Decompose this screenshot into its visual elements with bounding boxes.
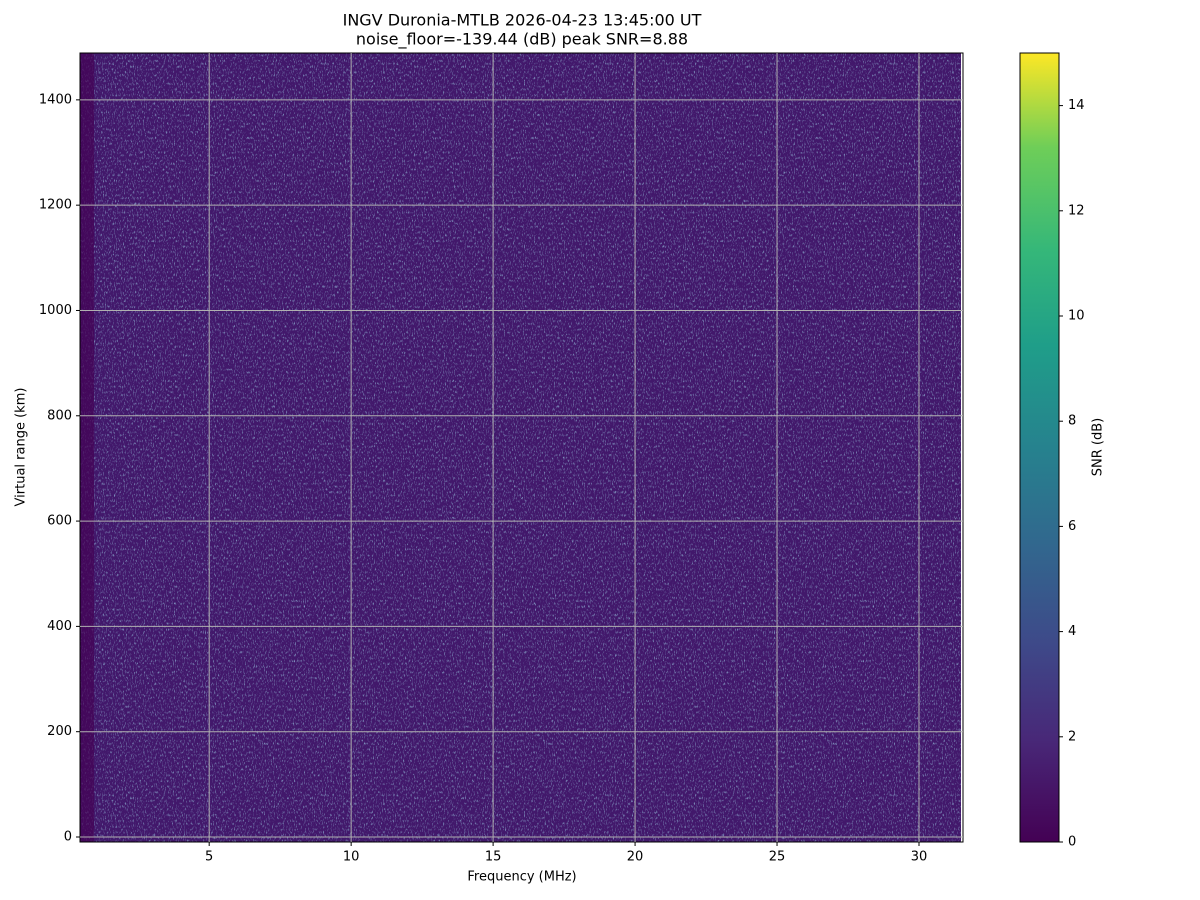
colorbar-tick-label: 12	[1068, 203, 1085, 218]
y-tick-label: 200	[47, 724, 72, 739]
y-tick-label: 1400	[39, 92, 72, 107]
colorbar-tick-label: 4	[1068, 624, 1076, 639]
y-axis-label: Virtual range (km)	[14, 388, 29, 507]
colorbar-label: SNR (dB)	[1091, 418, 1106, 476]
chart-subtitle: noise_floor=-139.44 (dB) peak SNR=8.88	[356, 30, 688, 50]
colorbar-tick-label: 6	[1068, 519, 1076, 534]
x-tick-label: 20	[627, 850, 644, 865]
x-tick-label: 5	[205, 850, 213, 865]
y-tick-label: 1000	[39, 303, 72, 318]
chart-title: INGV Duronia-MTLB 2026-04-23 13:45:00 UT	[343, 11, 702, 30]
x-tick-label: 15	[485, 850, 502, 865]
colorbar-tick-label: 10	[1068, 309, 1085, 324]
y-tick-label: 0	[64, 829, 72, 844]
y-tick-label: 400	[47, 619, 72, 634]
colorbar-tick-label: 8	[1068, 414, 1076, 429]
x-axis-label: Frequency (MHz)	[467, 870, 576, 885]
axes-frame	[79, 52, 964, 843]
y-tick-label: 1200	[39, 198, 72, 213]
colorbar-tick-label: 14	[1068, 98, 1085, 113]
y-tick-label: 600	[47, 514, 72, 529]
colorbar-tick-label: 2	[1068, 729, 1076, 744]
heatmap-edge	[80, 53, 94, 842]
heatmap-texture	[80, 53, 961, 842]
x-tick-label: 25	[769, 850, 786, 865]
colorbar	[1019, 52, 1060, 843]
x-tick-label: 10	[343, 850, 360, 865]
colorbar-tick-label: 0	[1068, 835, 1076, 850]
y-tick-label: 800	[47, 408, 72, 423]
x-tick-label: 30	[911, 850, 928, 865]
